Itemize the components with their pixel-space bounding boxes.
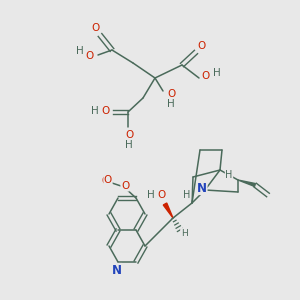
- Text: H: H: [76, 46, 84, 56]
- Text: H: H: [225, 170, 233, 180]
- Text: O: O: [102, 106, 110, 116]
- Text: O: O: [158, 190, 166, 200]
- Text: H: H: [167, 99, 175, 109]
- Text: N: N: [112, 263, 122, 277]
- Text: N: N: [197, 182, 207, 194]
- Text: H: H: [125, 140, 133, 150]
- Text: H: H: [213, 68, 221, 78]
- Text: O: O: [86, 51, 94, 61]
- Text: O: O: [101, 176, 109, 186]
- Text: H: H: [91, 106, 99, 116]
- Polygon shape: [238, 180, 255, 186]
- Text: H: H: [183, 190, 191, 200]
- Text: O: O: [104, 175, 112, 185]
- Text: O: O: [197, 41, 205, 51]
- Polygon shape: [163, 203, 173, 218]
- Text: O: O: [92, 23, 100, 33]
- Text: O: O: [167, 89, 175, 99]
- Text: O: O: [121, 181, 129, 191]
- Text: O: O: [202, 71, 210, 81]
- Text: O: O: [125, 130, 133, 140]
- Text: H: H: [181, 229, 188, 238]
- Text: H: H: [147, 190, 155, 200]
